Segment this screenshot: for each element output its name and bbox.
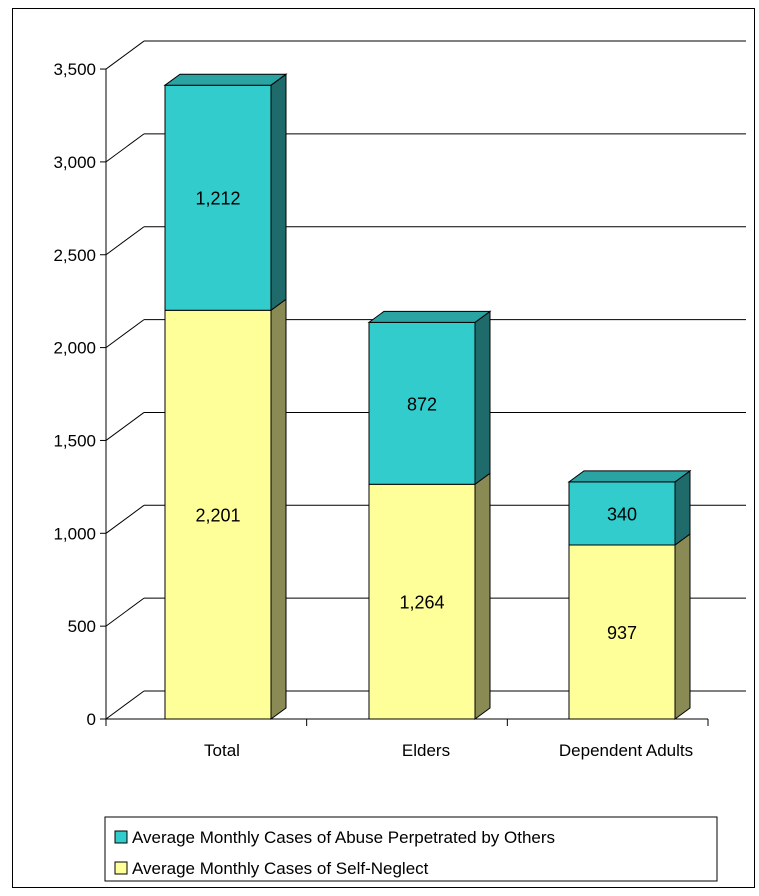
legend-swatch [114, 861, 128, 875]
grid-slant [105, 504, 145, 534]
y-tick-label: 3,500 [53, 60, 96, 79]
bar-segment-side [474, 310, 491, 486]
bar-segment-top [567, 470, 692, 483]
data-label: 1,264 [399, 593, 444, 613]
y-tick-label: 500 [68, 617, 96, 636]
grid-slant [105, 412, 145, 441]
legend: Average Monthly Cases of Abuse Perpetrat… [104, 816, 718, 882]
bar-segment-side [270, 298, 287, 720]
y-tick-label: 1,000 [53, 524, 96, 543]
y-tick-label: 0 [87, 710, 96, 729]
legend-label: Average Monthly Cases of Self-Neglect [132, 859, 429, 878]
data-label: 340 [607, 504, 637, 524]
grid-slant [105, 40, 145, 70]
bars [163, 73, 692, 720]
y-tick-label: 3,000 [53, 153, 96, 172]
x-category-label: Dependent Adults [559, 741, 693, 760]
bar-segment-top [163, 73, 288, 86]
x-category-label: Total [204, 741, 240, 760]
grid-slant [105, 319, 145, 349]
grid-slant [105, 133, 145, 163]
bar-segment-front [164, 84, 272, 311]
bar-segment-side [270, 73, 287, 312]
bar-segment-top [367, 310, 492, 323]
grid-slant [105, 597, 145, 627]
stacked-bar-chart: 0 500 1,000 1,500 2,000 2,500 3,000 3,500 Total E… [53, 40, 746, 882]
data-label: 872 [407, 394, 437, 414]
bar-segment-side [674, 533, 691, 720]
grid-slant [105, 226, 145, 256]
legend-label: Average Monthly Cases of Abuse Perpetrat… [132, 828, 555, 847]
x-category-label: Elders [402, 741, 450, 760]
bar-segment-side [674, 469, 691, 546]
data-label: 2,201 [195, 506, 240, 526]
bar-segment-front [368, 483, 476, 720]
bar-segment-front [568, 481, 676, 546]
data-label: 1,212 [195, 189, 240, 209]
data-label: 937 [607, 623, 637, 643]
chart-frame: 0 500 1,000 1,500 2,000 2,500 3,000 3,500 Total E… [12, 8, 755, 888]
legend-box [104, 816, 718, 882]
y-tick-label: 1,500 [53, 431, 96, 450]
grid-slant [105, 690, 145, 720]
y-tick-label: 2,500 [53, 246, 96, 265]
bar-segment-side [474, 472, 491, 720]
legend-swatch [114, 830, 128, 844]
y-tick-label: 2,000 [53, 339, 96, 358]
bar-segment-front [568, 544, 676, 720]
data-labels: 2,201 1,212 1,264 872 937 340 [195, 189, 637, 643]
